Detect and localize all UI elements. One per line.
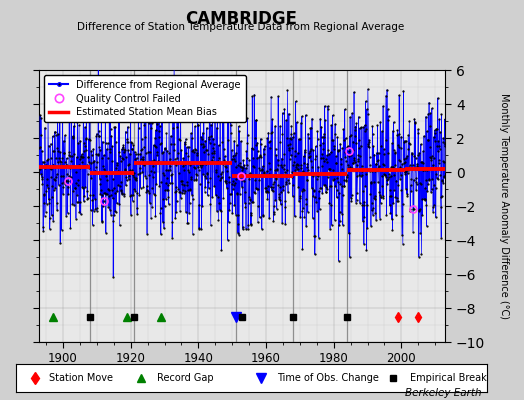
Y-axis label: Monthly Temperature Anomaly Difference (°C): Monthly Temperature Anomaly Difference (… [499, 93, 509, 319]
Text: Time of Obs. Change: Time of Obs. Change [278, 373, 379, 383]
Text: Empirical Break: Empirical Break [409, 373, 486, 383]
Legend: Difference from Regional Average, Quality Control Failed, Estimated Station Mean: Difference from Regional Average, Qualit… [44, 75, 246, 122]
Text: Berkeley Earth: Berkeley Earth [406, 388, 482, 398]
Text: Station Move: Station Move [49, 373, 113, 383]
Text: Difference of Station Temperature Data from Regional Average: Difference of Station Temperature Data f… [78, 22, 405, 32]
Text: CAMBRIDGE: CAMBRIDGE [185, 10, 297, 28]
Text: Record Gap: Record Gap [157, 373, 214, 383]
